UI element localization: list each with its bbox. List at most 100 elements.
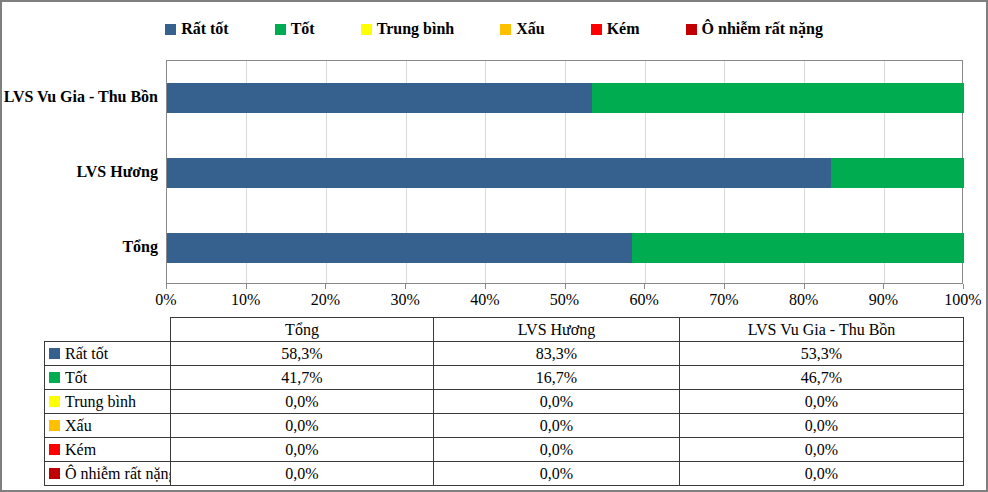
y-axis-category-label: LVS Hương [2,162,158,182]
x-axis-tick-mark [963,284,964,289]
legend-item: Xấu [500,20,544,38]
x-axis-tick-mark [246,284,247,289]
x-axis-tick-mark [804,284,805,289]
table-row-label-cell: Trung bình [45,390,171,414]
table-row: Ô nhiễm rất nặng0,0%0,0%0,0% [45,462,964,486]
legend-swatch-icon [686,24,697,35]
x-axis-tick-mark [166,284,167,289]
table-row: Kém0,0%0,0%0,0% [45,438,964,462]
table-legend-swatch-icon [49,468,60,479]
plot-area [166,60,963,284]
legend-item-label: Trung bình [377,20,455,38]
x-axis-tick-label: 20% [290,291,360,309]
table-value-cell: 0,0% [680,414,964,438]
table-value-cell: 0,0% [171,414,434,438]
bar-segment [167,158,831,188]
table-legend-swatch-icon [49,420,60,431]
table-value-cell: 0,0% [171,462,434,486]
table-value-cell: 41,7% [171,366,434,390]
bar-segment [831,158,964,188]
table-row: Trung bình0,0%0,0%0,0% [45,390,964,414]
legend-swatch-icon [361,24,372,35]
table-column-header: LVS Vu Gia - Thu Bồn [680,318,964,342]
legend-item-label: Tốt [291,20,315,38]
table-value-cell: 58,3% [171,342,434,366]
x-axis-tick-label: 60% [609,291,679,309]
x-axis-tick-mark [485,284,486,289]
bar-segment [592,83,964,113]
x-axis-tick-mark [325,284,326,289]
table-row-label-cell: Rất tốt [45,342,171,366]
legend-swatch-icon [500,24,511,35]
table-row-label: Ô nhiễm rất nặng [49,465,166,483]
bar-segment [632,233,964,263]
legend-swatch-icon [591,24,602,35]
table-row-label-text: Ô nhiễm rất nặng [65,465,171,483]
table-value-cell: 0,0% [171,390,434,414]
table-value-cell: 0,0% [434,438,680,462]
legend-item: Ô nhiễm rất nặng [686,20,823,38]
legend-item: Trung bình [361,20,455,38]
table-column-header: Tổng [171,318,434,342]
table-value-cell: 46,7% [680,366,964,390]
table-legend-swatch-icon [49,396,60,407]
legend-item: Kém [591,20,640,38]
stacked-bar-chart-frame: Rất tốt Tốt Trung bình Xấu Kém Ô nhiễm rất nặ… [0,0,988,492]
chart-legend: Rất tốt Tốt Trung bình Xấu Kém Ô nhiễm rất nặ… [2,16,986,42]
table-row-label: Trung bình [49,393,166,411]
table-row-label: Tốt [49,369,166,387]
x-axis-tick-mark [644,284,645,289]
legend-item-label: Rất tốt [181,20,229,38]
x-axis-tick-mark [405,284,406,289]
table-row: Tốt 41,7%16,7%46,7% [45,366,964,390]
table-value-cell: 0,0% [434,414,680,438]
x-axis-tick-label: 100% [928,291,988,309]
table-value-cell: 16,7% [434,366,680,390]
table-legend-swatch-icon [49,348,60,359]
table-column-header: LVS Hương [434,318,680,342]
legend-item-label: Xấu [516,20,544,38]
table-row: Rất tốt58,3%83,3%53,3% [45,342,964,366]
x-axis-tick-mark [724,284,725,289]
legend-swatch-icon [165,24,176,35]
table-row-label-cell: Ô nhiễm rất nặng [45,462,171,486]
y-axis-category-label: LVS Vu Gia - Thu Bồn [2,87,158,107]
x-axis-tick-mark [883,284,884,289]
x-axis-tick-label: 70% [689,291,759,309]
table-row-label-text: Tốt [65,369,87,387]
table-row-label-cell: Xấu [45,414,171,438]
table-row: Xấu0,0%0,0%0,0% [45,414,964,438]
table-row-label-text: Xấu [65,417,92,435]
table-row-label-text: Kém [65,441,96,459]
legend-item-label: Ô nhiễm rất nặng [702,20,823,38]
table-value-cell: 0,0% [434,390,680,414]
table-value-cell: 0,0% [171,438,434,462]
table-row-label-text: Rất tốt [65,345,108,363]
table-value-cell: 0,0% [434,462,680,486]
table-row-label-cell: Tốt [45,366,171,390]
bar-segment [167,233,632,263]
table-corner-cell [45,318,171,342]
x-axis-tick-label: 0% [131,291,201,309]
table-row-label: Xấu [49,417,166,435]
legend-swatch-icon [275,24,286,35]
table-value-cell: 0,0% [680,390,964,414]
legend-item-label: Kém [607,20,640,38]
table-value-cell: 0,0% [680,462,964,486]
y-axis-category-label: Tổng [2,237,158,257]
data-table: TổngLVS HươngLVS Vu Gia - Thu Bồn Rất tốt… [44,317,964,486]
table-value-cell: 0,0% [680,438,964,462]
x-axis-tick-label: 40% [450,291,520,309]
table-legend-swatch-icon [49,444,60,455]
table-row-label: Kém [49,441,166,459]
x-axis-tick-label: 10% [211,291,281,309]
table-row-label-cell: Kém [45,438,171,462]
table-value-cell: 83,3% [434,342,680,366]
x-axis-tick-label: 30% [370,291,440,309]
table-legend-swatch-icon [49,372,60,383]
x-axis-tick-label: 50% [530,291,600,309]
bar-segment [167,83,592,113]
table-row-label-text: Trung bình [65,393,136,411]
table-row-label: Rất tốt [49,345,166,363]
legend-item: Tốt [275,20,315,38]
